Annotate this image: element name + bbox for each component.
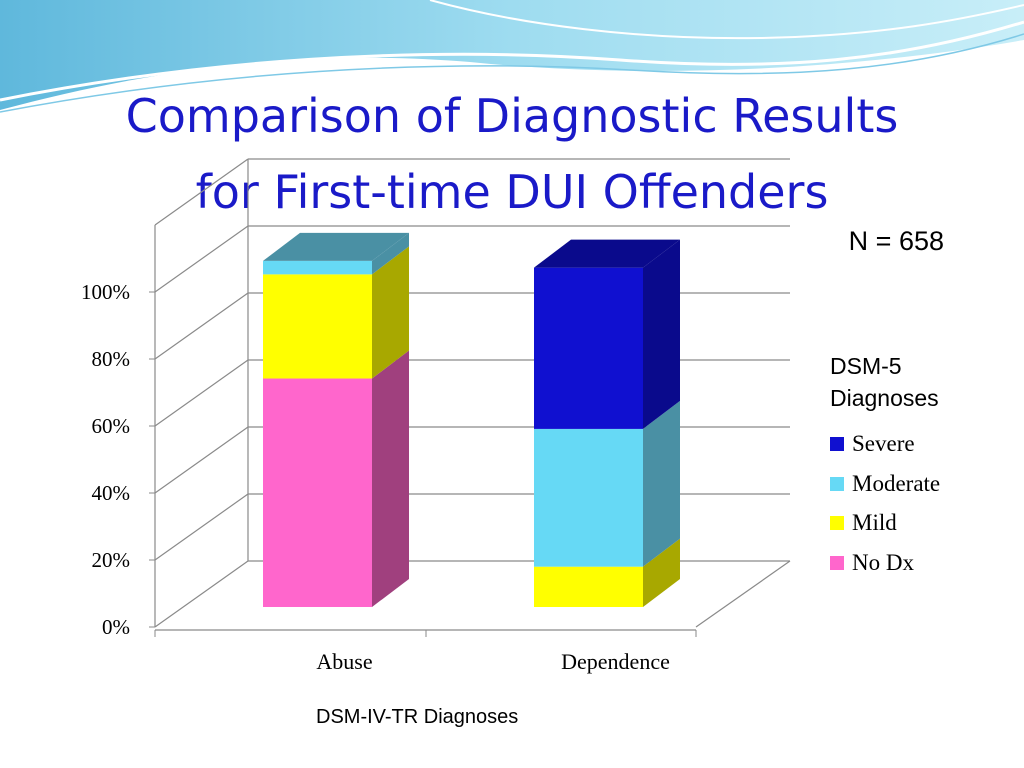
title-line-2: for First-time DUI Offenders: [195, 165, 829, 219]
x-category-label: Abuse: [316, 649, 372, 674]
bar-top-face: [263, 232, 409, 261]
legend-swatch: [830, 555, 844, 570]
title-line-1: Comparison of Diagnostic Results: [125, 89, 899, 143]
gridline-side: [154, 560, 249, 628]
y-tick-label: 0%: [102, 615, 130, 639]
bar-top-face: [534, 239, 680, 268]
legend-title-line-2: Diagnoses: [830, 385, 939, 411]
gridline-side: [154, 292, 249, 360]
x-axis-title: DSM-IV-TR Diagnoses: [316, 706, 519, 728]
bar-abuse-no-dx-front: [263, 378, 372, 607]
bar-segment-side: [643, 239, 680, 429]
page-title: Comparison of Diagnostic Results for Fir…: [0, 78, 1024, 230]
gridline-side: [154, 225, 249, 293]
y-tick-label: 100%: [81, 280, 130, 304]
slide-background-swoosh: [0, 0, 1024, 113]
bar-segment-side: [372, 350, 409, 607]
legend-label: No Dx: [852, 549, 914, 575]
legend-swatch: [830, 437, 844, 451]
gridline-side: [154, 493, 249, 561]
floor-right-edge: [695, 560, 791, 628]
legend-label: Mild: [852, 510, 897, 535]
legend-item-moderate: Moderate: [830, 470, 940, 498]
bar-abuse-mild-front: [263, 274, 372, 379]
bar-abuse-moderate-front: [263, 260, 372, 275]
legend-title-line-1: DSM-5: [830, 353, 902, 379]
bar-segment-side: [643, 400, 680, 567]
legend-title: DSM-5 Diagnoses: [830, 350, 939, 414]
legend-item-severe: Severe: [830, 430, 915, 458]
gridline-side: [154, 426, 249, 494]
y-tick-label: 40%: [92, 481, 131, 505]
side-wall-top-edge: [154, 158, 249, 226]
x-category-label: Dependence: [561, 649, 670, 674]
gridline-side: [154, 359, 249, 427]
sample-size-label: N = 658: [848, 226, 944, 256]
legend-item-no-dx: No Dx: [830, 549, 914, 577]
bar-segment-side: [372, 246, 409, 379]
legend-item-mild: Mild: [830, 509, 897, 537]
bar-segment-side: [372, 232, 409, 275]
bar-dependence-moderate-front: [534, 428, 643, 567]
legend-label: Severe: [852, 431, 915, 456]
bar-dependence-mild-front: [534, 566, 643, 607]
bar-segment-side: [643, 538, 680, 607]
legend-swatch: [830, 516, 844, 530]
y-tick-label: 60%: [92, 414, 131, 438]
y-tick-label: 20%: [92, 548, 131, 572]
legend-swatch: [830, 476, 844, 491]
bar-dependence-severe-front: [534, 267, 643, 429]
y-tick-label: 80%: [92, 347, 131, 371]
legend-label: Moderate: [852, 470, 941, 496]
